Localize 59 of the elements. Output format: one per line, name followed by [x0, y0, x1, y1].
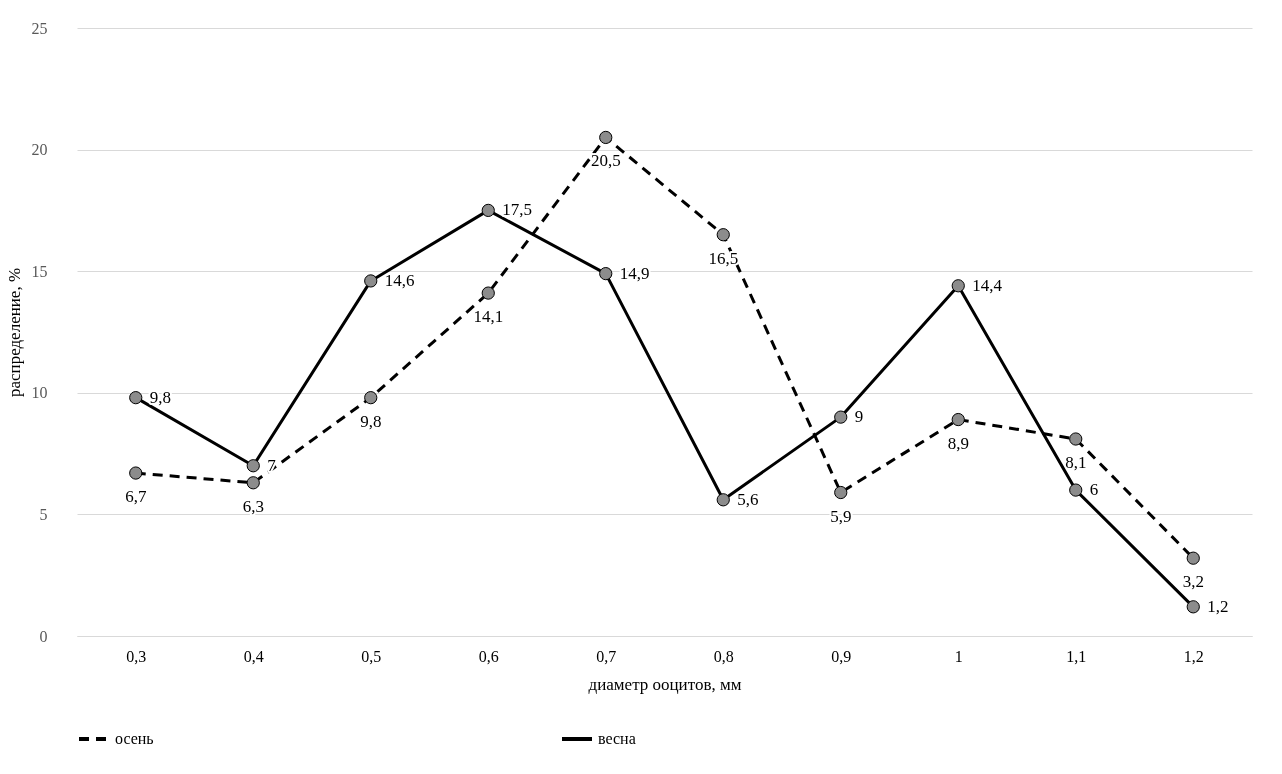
data-label: 14,6	[384, 270, 415, 290]
legend-label: осень	[115, 730, 154, 747]
x-tick-label: 0,5	[361, 647, 382, 665]
point	[951, 412, 965, 427]
y-tick-label: 5	[39, 505, 48, 523]
data-label: 5,9	[830, 506, 852, 526]
data-label: 17,5	[502, 200, 532, 220]
point	[364, 274, 378, 288]
data-label: 6,3	[242, 496, 264, 516]
x-tick-label: 1	[954, 647, 963, 665]
y-tick-label: 15	[31, 262, 48, 280]
data-label: 16,5	[708, 248, 739, 268]
data-label: 5,6	[737, 489, 759, 509]
x-tick-label: 0,6	[478, 647, 499, 665]
data-label: 9	[854, 407, 864, 427]
x-tick-label: 0,9	[831, 647, 852, 665]
point	[1186, 551, 1200, 565]
x-tick-label: 0,8	[713, 647, 734, 665]
point	[246, 459, 260, 473]
point	[129, 466, 143, 480]
data-label: 14,1	[473, 307, 504, 327]
data-label: 14,4	[972, 275, 1003, 295]
point	[481, 286, 495, 300]
point	[1069, 483, 1083, 497]
point	[716, 228, 730, 242]
point	[834, 410, 848, 424]
point	[716, 493, 730, 507]
x-axis-title: диаметр ооцитов, мм	[588, 674, 742, 694]
y-tick-label: 10	[31, 384, 48, 402]
point	[951, 279, 965, 293]
point	[129, 391, 143, 405]
point	[834, 485, 848, 500]
point	[1186, 600, 1200, 614]
data-label: 8,1	[1065, 453, 1087, 473]
data-label: 9,8	[149, 387, 171, 407]
legend-label: весна	[598, 730, 636, 747]
point	[599, 267, 613, 281]
x-tick-label: 0,4	[243, 647, 264, 665]
data-label: 1,2	[1207, 596, 1229, 616]
point	[1069, 432, 1083, 446]
data-label: 14,9	[619, 263, 650, 283]
y-tick-label: 25	[31, 19, 48, 37]
x-tick-label: 1,2	[1183, 647, 1204, 665]
point	[364, 391, 378, 405]
point	[481, 203, 495, 218]
data-label: 3,2	[1182, 572, 1204, 592]
data-label: 8,9	[947, 433, 969, 453]
data-label: 6,7	[125, 487, 147, 507]
x-tick-label: 1,1	[1066, 647, 1087, 665]
x-tick-label: 0,7	[596, 647, 617, 665]
y-axis-title: распределение, %	[4, 267, 24, 398]
point	[599, 130, 613, 145]
y-tick-label: 20	[31, 141, 48, 159]
data-label: 20,5	[590, 151, 621, 171]
point	[246, 476, 260, 490]
y-tick-label: 0	[39, 627, 48, 645]
data-label: 6	[1089, 480, 1099, 500]
x-tick-label: 0,3	[126, 647, 147, 665]
data-label: 9,8	[360, 411, 382, 431]
